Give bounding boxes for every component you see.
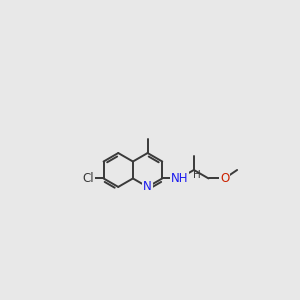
Text: N: N: [143, 180, 152, 194]
Text: H: H: [193, 170, 201, 180]
Text: Cl: Cl: [82, 172, 94, 185]
Text: O: O: [220, 172, 229, 185]
Text: NH: NH: [170, 172, 188, 185]
